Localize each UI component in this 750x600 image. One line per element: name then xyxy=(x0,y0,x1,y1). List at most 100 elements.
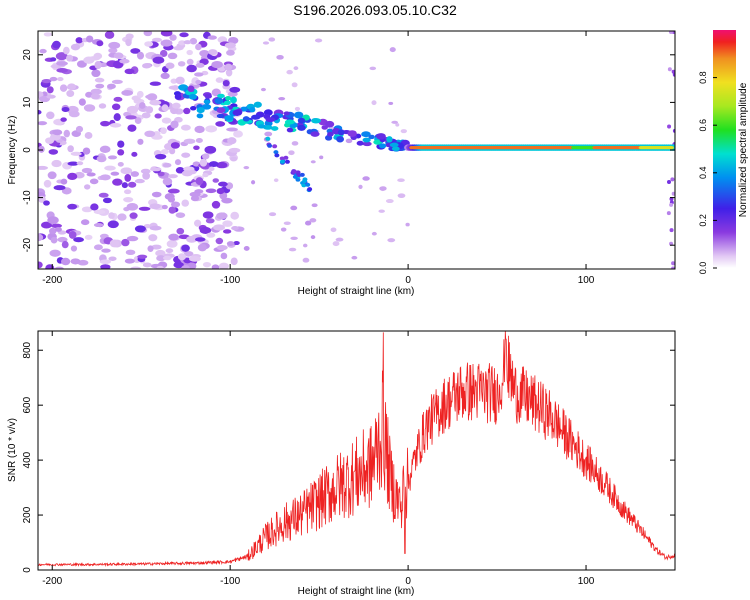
noise-blob xyxy=(107,220,119,229)
noise-blob xyxy=(82,147,91,155)
x-tick-label: 0 xyxy=(405,275,411,286)
noise-blob xyxy=(193,145,200,150)
noise-blob xyxy=(108,256,117,261)
noise-blob xyxy=(222,229,232,234)
noise-blob xyxy=(104,165,116,171)
noise-blob xyxy=(264,131,273,137)
noise-blob xyxy=(205,125,218,133)
noise-blob xyxy=(38,121,48,126)
noise-blob xyxy=(151,37,162,43)
colorbar-tick-label: 0.6 xyxy=(698,119,708,132)
noise-blob xyxy=(230,211,240,220)
noise-blob xyxy=(222,79,230,87)
noise-blob xyxy=(159,49,168,58)
signal-blob xyxy=(305,182,311,187)
noise-blob xyxy=(154,153,167,160)
signal-blob xyxy=(265,136,271,141)
noise-blob xyxy=(194,189,204,194)
y-tick-label: 400 xyxy=(22,451,33,468)
noise-blob xyxy=(218,181,228,187)
noise-blob xyxy=(67,172,78,181)
noise-blob xyxy=(387,238,396,243)
colorbar-label: Normalized spectral amplitude xyxy=(738,82,749,217)
noise-blob xyxy=(666,180,671,185)
noise-blob xyxy=(53,185,66,191)
noise-blob xyxy=(186,49,193,56)
noise-blob xyxy=(208,49,218,55)
signal-blob xyxy=(187,85,195,93)
noise-blob xyxy=(96,155,107,163)
noise-blob xyxy=(67,83,77,91)
noise-blob xyxy=(57,77,64,82)
noise-blob xyxy=(177,253,187,261)
noise-blob xyxy=(67,203,78,210)
noise-blob xyxy=(202,211,214,219)
y-tick-label: 600 xyxy=(22,396,33,413)
noise-blob xyxy=(38,109,42,115)
signal-blob xyxy=(203,99,211,104)
noise-blob xyxy=(100,264,111,269)
noise-blob xyxy=(175,167,185,174)
snr-ylabel: SNR (10 * v/v) xyxy=(7,418,18,482)
noise-blob xyxy=(170,142,180,149)
signal-blob xyxy=(251,114,261,120)
signal-blob xyxy=(216,113,225,119)
noise-blob xyxy=(168,233,179,241)
signal-blob xyxy=(249,107,256,113)
noise-blob xyxy=(193,219,202,227)
noise-blob xyxy=(371,231,377,236)
noise-blob xyxy=(319,155,324,160)
noise-blob xyxy=(667,124,672,129)
noise-blob xyxy=(149,81,162,86)
noise-blob xyxy=(111,103,121,111)
noise-blob xyxy=(68,231,77,239)
noise-blob xyxy=(60,178,68,185)
noise-blob xyxy=(293,66,299,71)
noise-blob xyxy=(161,104,169,112)
signal-blob xyxy=(295,177,301,182)
noise-blob xyxy=(310,235,316,240)
noise-blob xyxy=(52,129,63,136)
noise-blob xyxy=(90,88,102,95)
noise-blob xyxy=(215,77,224,83)
noise-blob xyxy=(671,261,675,266)
signal-blob xyxy=(310,131,320,137)
noise-blob xyxy=(194,125,205,134)
noise-blob xyxy=(123,189,132,195)
colorbar-tick-label: 0.4 xyxy=(698,167,708,180)
noise-blob xyxy=(186,64,197,73)
noise-blob xyxy=(147,245,154,252)
signal-blob xyxy=(336,135,344,143)
signal-blob xyxy=(286,127,294,133)
noise-blob xyxy=(168,206,176,214)
signal-blob xyxy=(337,129,345,136)
noise-blob xyxy=(102,197,112,204)
signal-blob xyxy=(225,95,232,101)
signal-blob xyxy=(217,93,225,99)
noise-blob xyxy=(60,257,71,266)
noise-blob xyxy=(167,196,176,203)
noise-blob xyxy=(38,145,45,153)
noise-blob xyxy=(55,52,68,61)
noise-blob xyxy=(117,213,127,221)
noise-blob xyxy=(199,226,212,234)
noise-blob xyxy=(75,125,84,133)
noise-blob xyxy=(142,262,152,268)
noise-blob xyxy=(125,249,136,256)
noise-blob xyxy=(101,248,111,253)
noise-blob xyxy=(80,219,90,226)
signal-blob xyxy=(183,107,191,115)
noise-blob xyxy=(160,31,173,37)
noise-blob xyxy=(260,87,266,92)
noise-blob xyxy=(125,115,137,120)
noise-blob xyxy=(151,244,162,250)
x-tick-label: 100 xyxy=(578,275,595,286)
noise-blob xyxy=(47,216,59,224)
noise-blob xyxy=(179,32,189,38)
noise-blob xyxy=(294,106,301,111)
signal-blob xyxy=(216,107,226,114)
noise-blob xyxy=(268,37,276,42)
noise-blob xyxy=(230,257,238,266)
noise-blob xyxy=(280,227,287,232)
noise-blob xyxy=(110,171,120,176)
